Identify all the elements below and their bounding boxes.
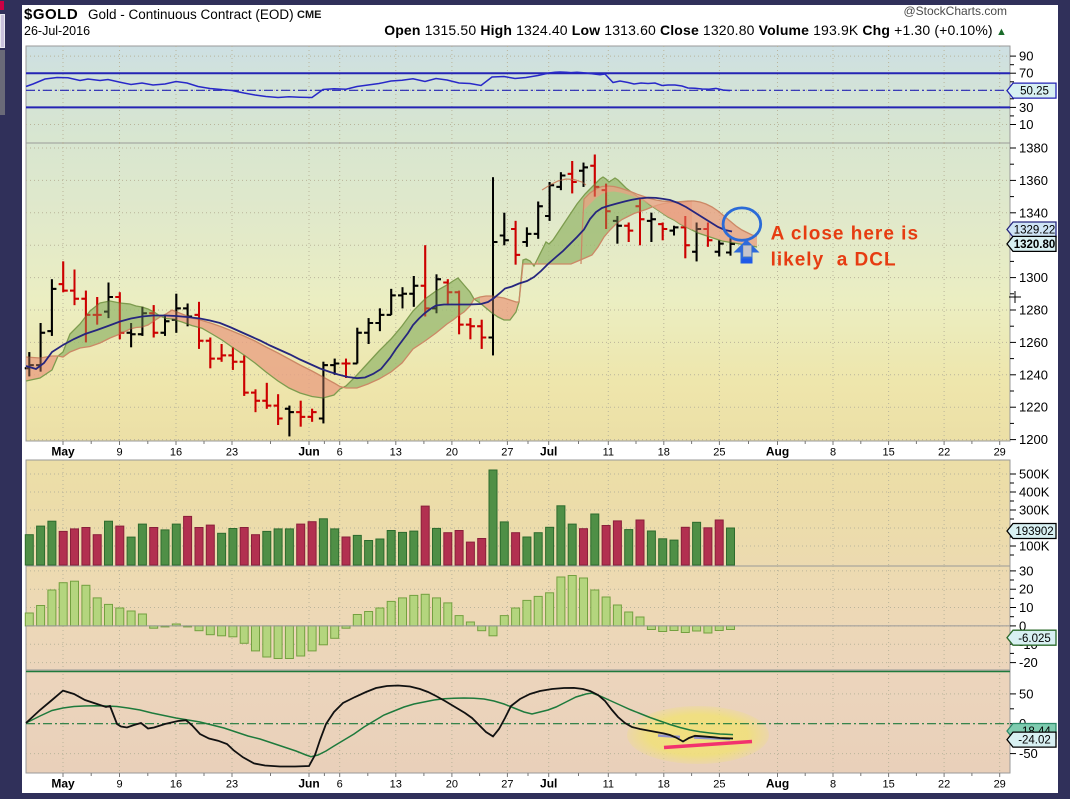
svg-text:11: 11: [603, 447, 614, 459]
svg-text:20: 20: [446, 447, 458, 459]
svg-text:23: 23: [226, 447, 238, 459]
svg-text:29: 29: [994, 447, 1006, 459]
svg-text:1200: 1200: [1019, 432, 1048, 447]
svg-text:likely a DCL: likely a DCL: [771, 250, 897, 271]
svg-text:1280: 1280: [1019, 303, 1048, 318]
svg-text:May: May: [51, 445, 75, 459]
svg-text:-6.025: -6.025: [1018, 633, 1051, 645]
svg-text:Jun: Jun: [298, 445, 319, 459]
svg-text:1380: 1380: [1019, 141, 1048, 156]
svg-text:Jul: Jul: [540, 445, 557, 459]
svg-text:90: 90: [1019, 49, 1033, 64]
svg-text:100K: 100K: [1019, 539, 1050, 554]
svg-text:-20: -20: [1019, 655, 1038, 670]
svg-text:400K: 400K: [1019, 485, 1050, 500]
svg-text:13: 13: [390, 779, 402, 791]
svg-text:May: May: [51, 777, 75, 791]
svg-text:11: 11: [603, 779, 614, 791]
svg-text:1260: 1260: [1019, 335, 1048, 350]
svg-text:27: 27: [501, 447, 513, 459]
svg-text:27: 27: [501, 779, 513, 791]
svg-text:-24.02: -24.02: [1018, 735, 1051, 747]
svg-text:70: 70: [1019, 66, 1033, 81]
svg-text:20: 20: [446, 779, 458, 791]
svg-text:13: 13: [390, 447, 402, 459]
svg-text:1240: 1240: [1019, 367, 1048, 382]
svg-text:30: 30: [1019, 563, 1033, 578]
svg-text:A close here is: A close here is: [771, 224, 919, 245]
svg-text:50.25: 50.25: [1020, 86, 1049, 98]
svg-text:1220: 1220: [1019, 400, 1048, 415]
svg-text:18: 18: [658, 447, 670, 459]
svg-text:16: 16: [170, 779, 182, 791]
svg-text:15: 15: [882, 447, 894, 459]
svg-text:1329.22: 1329.22: [1014, 225, 1056, 237]
svg-text:Aug: Aug: [766, 777, 789, 791]
svg-text:10: 10: [1019, 600, 1033, 615]
svg-text:Jun: Jun: [298, 777, 319, 791]
svg-text:16: 16: [170, 447, 182, 459]
svg-text:25: 25: [713, 447, 725, 459]
svg-text:-50: -50: [1019, 746, 1038, 761]
svg-text:500K: 500K: [1019, 467, 1050, 482]
svg-text:22: 22: [938, 779, 950, 791]
svg-text:8: 8: [830, 447, 836, 459]
svg-text:9: 9: [116, 447, 122, 459]
svg-text:50: 50: [1019, 686, 1033, 701]
svg-text:10: 10: [1019, 117, 1033, 132]
svg-text:30: 30: [1019, 100, 1033, 115]
svg-text:8: 8: [830, 779, 836, 791]
svg-text:23: 23: [226, 779, 238, 791]
svg-text:15: 15: [882, 779, 894, 791]
svg-text:Jul: Jul: [540, 777, 557, 791]
svg-text:Aug: Aug: [766, 445, 789, 459]
svg-text:193902: 193902: [1015, 526, 1053, 538]
svg-text:18: 18: [658, 779, 670, 791]
svg-text:20: 20: [1019, 582, 1033, 597]
svg-text:6: 6: [337, 447, 343, 459]
svg-text:25: 25: [713, 779, 725, 791]
svg-text:1360: 1360: [1019, 173, 1048, 188]
svg-text:1340: 1340: [1019, 205, 1048, 220]
svg-text:300K: 300K: [1019, 503, 1050, 518]
svg-text:6: 6: [337, 779, 343, 791]
svg-text:1320.80: 1320.80: [1014, 239, 1056, 251]
svg-text:1300: 1300: [1019, 270, 1048, 285]
svg-text:29: 29: [994, 779, 1006, 791]
svg-text:22: 22: [938, 447, 950, 459]
svg-text:9: 9: [116, 779, 122, 791]
svg-text:0: 0: [1019, 618, 1026, 633]
